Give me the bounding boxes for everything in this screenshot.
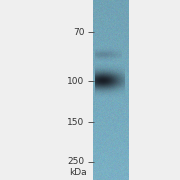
Text: kDa: kDa [69, 168, 86, 177]
Text: 150: 150 [67, 118, 85, 127]
Text: 250: 250 [68, 158, 85, 166]
Text: 100: 100 [67, 76, 85, 86]
Text: 70: 70 [73, 28, 85, 37]
